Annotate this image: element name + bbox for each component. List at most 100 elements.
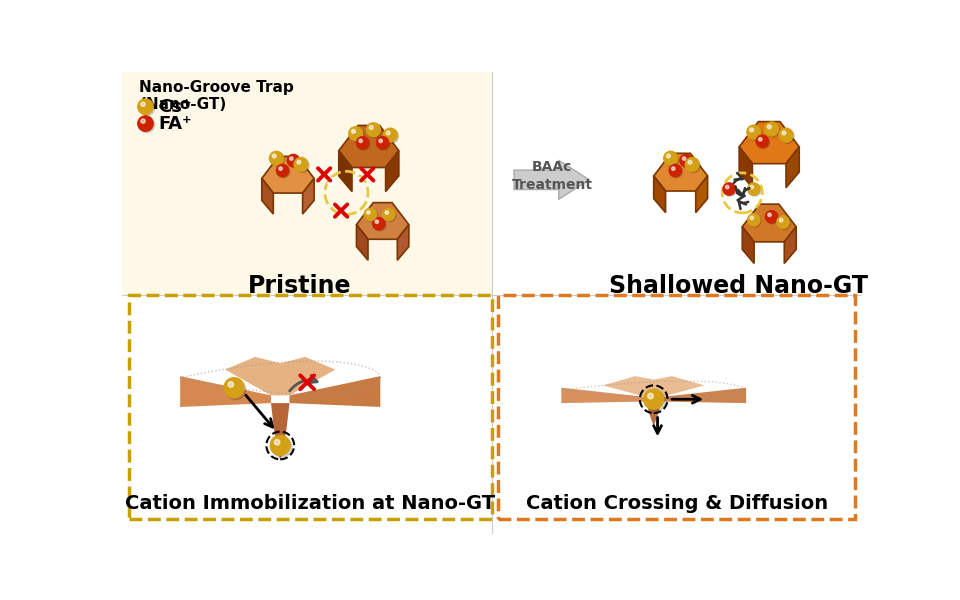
Polygon shape: [302, 178, 314, 214]
Circle shape: [370, 125, 373, 130]
Circle shape: [141, 119, 145, 123]
Polygon shape: [397, 224, 409, 260]
Circle shape: [367, 123, 380, 137]
Circle shape: [765, 211, 778, 223]
Circle shape: [379, 139, 382, 143]
Polygon shape: [386, 151, 398, 191]
FancyArrowPatch shape: [514, 160, 589, 199]
Text: Pristine: Pristine: [248, 274, 351, 298]
Circle shape: [288, 155, 300, 168]
Circle shape: [766, 123, 780, 137]
Circle shape: [670, 166, 683, 178]
Polygon shape: [180, 376, 271, 407]
Polygon shape: [356, 203, 409, 239]
Circle shape: [663, 151, 678, 165]
Circle shape: [683, 157, 685, 160]
Circle shape: [139, 117, 155, 133]
Circle shape: [297, 160, 300, 164]
Text: BAAc
Treatment: BAAc Treatment: [512, 160, 592, 192]
Circle shape: [356, 137, 369, 149]
Circle shape: [373, 218, 386, 231]
Polygon shape: [739, 147, 753, 188]
Polygon shape: [339, 125, 398, 167]
Circle shape: [764, 122, 779, 136]
Circle shape: [359, 139, 362, 143]
Circle shape: [777, 216, 789, 229]
Circle shape: [726, 185, 729, 189]
Circle shape: [372, 218, 385, 230]
Circle shape: [688, 160, 692, 164]
Circle shape: [778, 217, 790, 229]
Circle shape: [385, 130, 398, 143]
Polygon shape: [696, 176, 708, 212]
Circle shape: [681, 155, 693, 168]
Circle shape: [748, 183, 760, 195]
Circle shape: [357, 138, 370, 150]
Circle shape: [680, 154, 692, 167]
Circle shape: [672, 167, 675, 170]
Circle shape: [273, 154, 276, 158]
Circle shape: [287, 154, 300, 167]
Circle shape: [665, 152, 679, 166]
Polygon shape: [654, 154, 708, 191]
Text: Nano-Groove Trap
(Nano-GT): Nano-Groove Trap (Nano-GT): [139, 80, 294, 112]
Circle shape: [296, 159, 309, 173]
Circle shape: [294, 157, 308, 172]
Circle shape: [756, 135, 768, 148]
Circle shape: [351, 130, 355, 133]
Polygon shape: [226, 357, 335, 395]
Polygon shape: [262, 178, 274, 214]
Polygon shape: [339, 151, 352, 191]
Text: Cation Immobilization at Nano-GT: Cation Immobilization at Nano-GT: [125, 494, 495, 513]
Circle shape: [228, 382, 233, 387]
Text: Cation Crossing & Diffusion: Cation Crossing & Diffusion: [526, 494, 828, 513]
Polygon shape: [262, 157, 314, 193]
Circle shape: [278, 167, 282, 170]
Circle shape: [277, 166, 290, 178]
Circle shape: [669, 164, 682, 177]
Circle shape: [750, 185, 754, 189]
Circle shape: [385, 211, 389, 214]
Circle shape: [758, 137, 762, 141]
Text: FA⁺: FA⁺: [158, 115, 192, 133]
Circle shape: [290, 157, 293, 160]
Circle shape: [271, 152, 284, 166]
Circle shape: [780, 130, 794, 143]
Circle shape: [766, 212, 779, 224]
Circle shape: [666, 154, 670, 158]
Circle shape: [749, 215, 761, 227]
Polygon shape: [646, 401, 661, 426]
Polygon shape: [654, 176, 665, 212]
Polygon shape: [271, 403, 290, 461]
Circle shape: [782, 131, 786, 135]
Circle shape: [368, 124, 381, 138]
Circle shape: [648, 393, 654, 399]
Circle shape: [272, 437, 292, 457]
Polygon shape: [562, 388, 646, 403]
Circle shape: [275, 439, 280, 445]
Circle shape: [138, 99, 154, 115]
Polygon shape: [603, 376, 705, 397]
Circle shape: [350, 128, 364, 142]
Text: Shallowed Nano-GT: Shallowed Nano-GT: [609, 274, 868, 298]
Polygon shape: [661, 388, 746, 403]
Polygon shape: [739, 122, 800, 164]
Circle shape: [386, 131, 390, 135]
Circle shape: [366, 209, 377, 222]
Polygon shape: [290, 376, 380, 407]
Circle shape: [364, 208, 376, 221]
Circle shape: [685, 157, 699, 172]
Polygon shape: [356, 224, 368, 260]
Circle shape: [375, 220, 378, 223]
Polygon shape: [786, 147, 800, 188]
Polygon shape: [742, 204, 796, 242]
Circle shape: [747, 125, 760, 139]
Circle shape: [644, 389, 663, 409]
Circle shape: [276, 164, 289, 177]
Circle shape: [749, 184, 761, 196]
Circle shape: [767, 125, 771, 129]
Circle shape: [226, 379, 246, 400]
Circle shape: [348, 127, 363, 140]
Circle shape: [224, 377, 244, 398]
Circle shape: [750, 128, 754, 132]
